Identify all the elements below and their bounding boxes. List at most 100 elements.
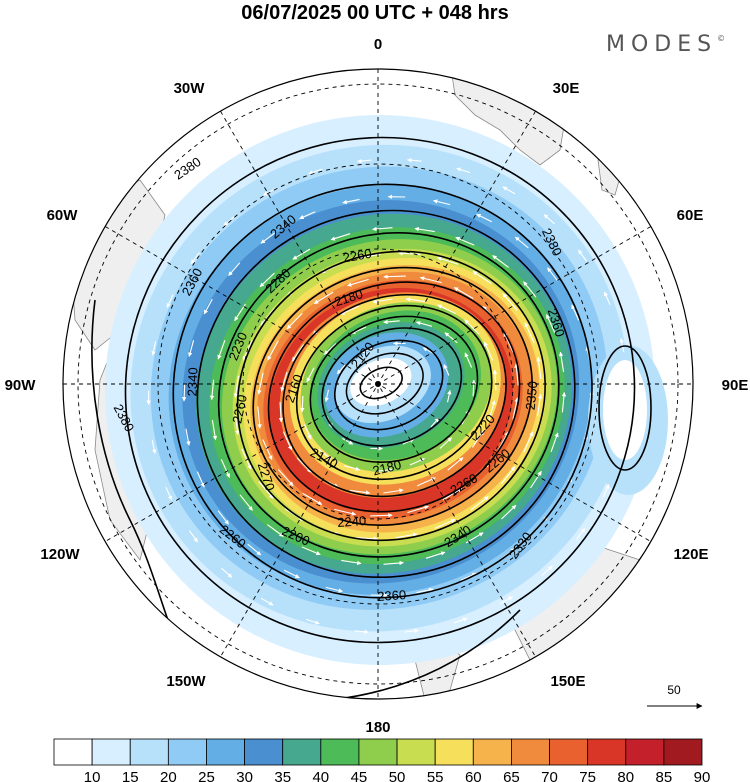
wind-arrow	[398, 251, 421, 256]
wind-arrow	[492, 369, 498, 391]
wind-arrow	[278, 401, 284, 423]
wind-arrow	[296, 457, 312, 473]
wind-arrow	[523, 431, 534, 453]
wind-arrow	[233, 375, 240, 398]
wind-arrow	[300, 395, 305, 413]
wind-arrow	[536, 394, 543, 417]
lon-label-60w: 60W	[47, 207, 79, 224]
colorbar: 10 15 20 25 30 35 40 45 50 55 60 65 70 75 80 85 90	[53, 738, 710, 782]
wind-arrow	[372, 226, 393, 232]
wind-arrow	[190, 252, 200, 265]
wind-arrow	[404, 628, 419, 634]
wind-arrow	[358, 253, 381, 260]
wind-arrow	[443, 364, 450, 376]
wind-arrow	[501, 504, 517, 520]
wind-arrow	[500, 466, 516, 485]
wind-arrow	[257, 372, 264, 395]
brand-name: MODES	[606, 32, 718, 57]
wind-arrow	[260, 597, 274, 606]
wind-arrow	[383, 319, 400, 325]
wind-arrow	[234, 412, 240, 436]
wind-arrow	[547, 267, 559, 282]
wind-arrow	[305, 618, 320, 625]
wind-arrow	[306, 367, 315, 383]
wind-arrow	[165, 486, 173, 501]
reference-vector: 50	[647, 683, 703, 709]
contour-2200	[309, 315, 479, 463]
colorbar-swatch	[91, 738, 131, 766]
wind-arrow	[453, 617, 468, 624]
wind-arrow	[437, 304, 457, 315]
wind-arrow	[185, 428, 191, 446]
wind-arrow	[196, 471, 205, 488]
contour-2380-west	[91, 299, 176, 641]
wind-arrow	[383, 560, 404, 566]
colorbar-label: 10	[84, 769, 101, 782]
wind-arrow	[409, 457, 426, 466]
lon-label-150w: 150W	[166, 673, 206, 690]
wind-arrow	[241, 448, 252, 470]
wind-arrow	[416, 477, 436, 487]
wind-arrow	[376, 467, 393, 473]
colorbar-swatch	[129, 738, 169, 766]
wind-arrow	[372, 298, 393, 304]
contour-2280	[252, 266, 533, 526]
colorbar-label: 30	[236, 769, 253, 782]
lon-label-90w: 90W	[5, 377, 37, 394]
wind-arrow	[203, 298, 213, 315]
wind-arrow	[323, 343, 337, 355]
wind-arrow	[223, 216, 235, 227]
lon-label-0: 0	[374, 36, 382, 53]
wind-arrow	[407, 505, 429, 514]
contour-east-closed	[598, 345, 652, 471]
wind-arrow	[471, 379, 476, 397]
wind-arrow	[291, 344, 305, 362]
wind-arrow	[166, 294, 174, 308]
wind-arrow	[347, 278, 369, 287]
wind-arrow	[471, 430, 485, 448]
colorbar-label: 20	[160, 769, 177, 782]
wind-arrow	[217, 510, 229, 525]
wind-arrow	[342, 437, 354, 445]
colorbar-label: 50	[389, 769, 406, 782]
wind-arrow	[350, 326, 367, 335]
wind-east-blob-inner	[603, 360, 647, 460]
wind-arrow	[239, 494, 253, 511]
wind-arrow	[456, 167, 471, 174]
wind-arrow	[260, 232, 276, 244]
wind-arrow	[383, 274, 406, 279]
wind-arrow	[430, 417, 440, 428]
wind-arrow	[370, 513, 393, 518]
wind-arrow	[433, 199, 451, 206]
contour-2140	[345, 352, 424, 415]
wind-arrow	[282, 431, 293, 451]
wind-arrow	[263, 187, 276, 196]
wind-arrow	[267, 524, 284, 537]
wind-arrow	[303, 424, 312, 440]
lon-label-120w: 120W	[40, 546, 80, 563]
colorbar-swatch	[472, 738, 512, 766]
wind-arrow	[151, 341, 157, 356]
contour-2380-south	[329, 609, 521, 699]
wind-arrow	[483, 341, 494, 361]
wind-arrow	[267, 340, 279, 361]
wind-arrow	[514, 236, 529, 249]
wind-arrow	[545, 314, 556, 333]
map-frame	[62, 68, 694, 700]
colorbar-swatch	[282, 738, 322, 766]
wind-arrow	[334, 508, 357, 516]
wind-arrow	[476, 213, 493, 223]
wind-arrow	[283, 569, 300, 579]
wind-arrow	[405, 297, 427, 303]
wind-arrow	[188, 340, 195, 358]
wind-speed-shading	[105, 115, 655, 665]
wind-arrow	[277, 469, 294, 487]
wind-arrow	[415, 321, 433, 327]
wind-arrow	[455, 236, 475, 246]
contour-labels: 2380 2360 2340 2280 2260 2180 2120 2230 …	[111, 154, 568, 604]
contour-label: 2360	[377, 587, 407, 604]
wind-arrow	[354, 629, 369, 634]
contour-2120	[359, 366, 403, 400]
colorbar-label: 45	[351, 769, 368, 782]
lon-label-150e: 150E	[550, 673, 585, 690]
